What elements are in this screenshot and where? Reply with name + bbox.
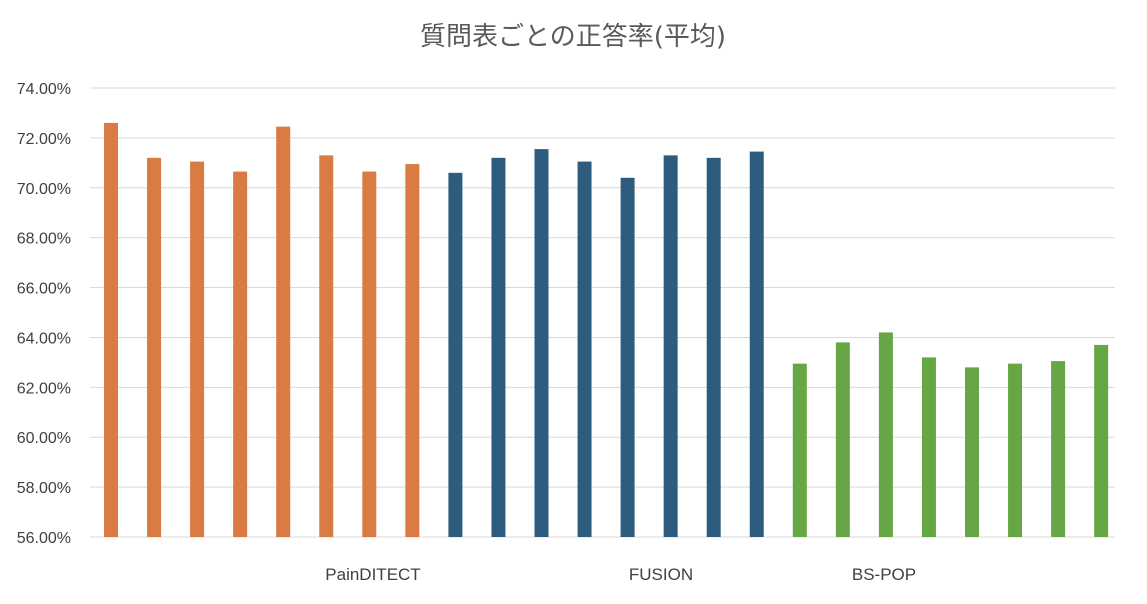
- y-tick-label: 72.00%: [17, 131, 71, 148]
- y-tick-label: 64.00%: [17, 330, 71, 347]
- y-tick-label: 74.00%: [17, 81, 71, 98]
- bar-bs-pop: [792, 363, 807, 537]
- bar-bs-pop: [1094, 344, 1109, 537]
- bar-bs-pop: [1008, 363, 1023, 537]
- y-tick-label: 62.00%: [17, 380, 71, 397]
- bar-fusion: [491, 157, 506, 537]
- bar-fusion: [620, 177, 635, 538]
- y-tick-label: 66.00%: [17, 281, 71, 298]
- chart-title: 質問表ごとの正答率(平均): [420, 22, 726, 52]
- y-tick-label: 58.00%: [17, 480, 71, 497]
- bar-bs-pop: [1051, 361, 1066, 537]
- bar-bs-pop: [921, 357, 936, 537]
- x-group-label: BS-POP: [852, 565, 916, 584]
- bar-fusion: [749, 151, 764, 537]
- bar-painditect: [362, 171, 377, 537]
- bar-painditect: [147, 157, 162, 537]
- y-tick-label: 68.00%: [17, 231, 71, 248]
- group-labels: PainDITECT FUSION BS-POP: [325, 565, 916, 584]
- y-tick-label: 56.00%: [17, 530, 71, 547]
- bar-fusion: [663, 155, 678, 537]
- x-group-label: PainDITECT: [325, 565, 420, 584]
- x-group-label: FUSION: [629, 565, 693, 584]
- bar-painditect: [405, 164, 420, 537]
- bars: [104, 122, 1109, 538]
- bar-bs-pop: [835, 342, 850, 537]
- y-tick-label: 70.00%: [17, 181, 71, 198]
- bar-painditect: [190, 161, 205, 537]
- bar-painditect: [233, 171, 248, 537]
- gridlines: [90, 87, 1115, 538]
- bar-bs-pop: [965, 367, 979, 537]
- bar-fusion: [448, 172, 463, 538]
- bar-bs-pop: [878, 332, 893, 537]
- bar-fusion: [577, 161, 592, 537]
- bar-fusion: [706, 157, 721, 537]
- y-tick-label: 60.00%: [17, 430, 71, 447]
- y-axis-ticks: 56.00% 58.00% 60.00% 62.00% 64.00% 66.00% 68.0…: [17, 81, 71, 547]
- bar-fusion: [534, 149, 549, 537]
- bar-painditect: [319, 155, 334, 537]
- bar-painditect: [104, 122, 118, 537]
- bar-painditect: [276, 126, 291, 538]
